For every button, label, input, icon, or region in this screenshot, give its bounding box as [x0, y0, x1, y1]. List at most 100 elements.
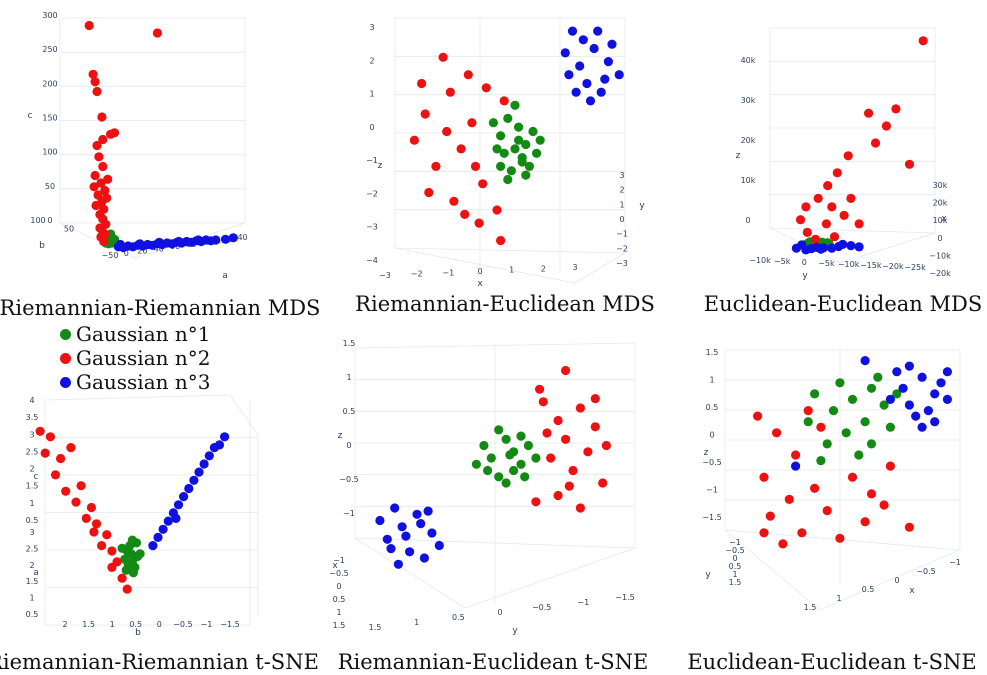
data-point [603, 57, 613, 67]
data-point [117, 573, 127, 583]
data-point [802, 227, 812, 237]
legend-item-gaussian-2[interactable]: Gaussian n°2 [60, 346, 210, 370]
data-point [759, 528, 769, 538]
data-point [575, 61, 585, 71]
data-point [822, 506, 832, 516]
caption-ee-tsne: Euclidean-Euclidean t-SNE [687, 650, 977, 674]
data-point [810, 389, 820, 399]
data-point [930, 417, 940, 427]
tick-label-y: −25k [904, 263, 926, 272]
data-point [797, 528, 807, 538]
tick-label-z: 3.5 [26, 413, 39, 422]
tick-label-z: −2 [366, 189, 378, 198]
series-g2 [409, 52, 509, 246]
data-point [420, 109, 430, 119]
data-point [412, 509, 422, 519]
tick-label-z: 0 [47, 216, 52, 225]
tick-label-z: −1 [706, 486, 718, 495]
tick-label-y: 100 [30, 216, 45, 225]
data-point [152, 28, 162, 38]
tick-label-x: −1 [333, 556, 345, 565]
data-point [84, 20, 94, 31]
data-point [795, 215, 806, 225]
tick-label-y: 50 [64, 225, 74, 234]
data-point [514, 135, 524, 145]
axes-grid [59, 17, 246, 259]
data-point [911, 411, 921, 421]
axes-grid [769, 27, 936, 264]
caption-ee-mds: Euclidean-Euclidean MDS [703, 292, 983, 316]
data-point [503, 174, 513, 185]
data-point [56, 453, 66, 464]
tick-label-z: −1.5 [702, 513, 721, 522]
data-point [866, 383, 877, 393]
data-point [514, 122, 524, 132]
data-point [186, 237, 196, 247]
data-point [499, 96, 509, 106]
grid-line [839, 232, 936, 264]
panel-re-tsne: 1.5 1 0.5 0 −0.5 −1 1.5 1 0.5 0 −0.5 −1 −1.5 −1 −0.5 0 0… [329, 339, 636, 636]
data-point [100, 185, 110, 196]
grid-line [59, 222, 136, 259]
data-point [481, 83, 491, 93]
tick-label-y: −5k [774, 257, 791, 266]
data-point [589, 43, 599, 54]
data-point [204, 451, 214, 461]
tick-label-x: −1 [442, 268, 454, 277]
data-point [561, 434, 571, 444]
data-point [885, 394, 895, 404]
data-point [211, 235, 221, 245]
data-point [483, 465, 493, 476]
grid-line [769, 227, 936, 234]
data-point [816, 244, 826, 254]
data-point [102, 530, 112, 540]
tick-label-x: 30k [933, 181, 948, 190]
data-point [121, 565, 131, 575]
data-point [189, 475, 199, 485]
axis-label-x: x [941, 214, 947, 224]
data-point [835, 378, 845, 388]
data-point [88, 69, 98, 79]
tick-label-z: 300 [42, 11, 57, 20]
data-point [822, 439, 832, 449]
data-point [839, 210, 849, 220]
tick-label-z: 200 [42, 79, 57, 88]
tick-label-z: 10k [741, 176, 756, 185]
tick-label-x: 10k [933, 216, 948, 225]
data-point [220, 432, 230, 442]
data-point [917, 372, 927, 382]
tick-label-z: −0.5 [702, 458, 721, 467]
data-point [434, 540, 444, 551]
tick-label-z: −4 [366, 256, 378, 265]
data-point [590, 422, 600, 432]
data-point [179, 492, 189, 502]
tick-label-y: −10k [838, 260, 860, 269]
caption-rr-mds: Riemannian-Riemannian MDS [0, 296, 321, 320]
axis-label-x: a [222, 271, 228, 281]
tick-label-z: 1 [369, 90, 374, 99]
tick-label-y: −5k [818, 259, 835, 268]
data-point [174, 236, 184, 247]
legend-item-gaussian-3[interactable]: Gaussian n°3 [60, 370, 210, 394]
grid-line [354, 537, 466, 609]
data-point [97, 112, 107, 122]
data-point [801, 202, 811, 212]
data-point [847, 472, 858, 482]
data-point [885, 461, 895, 471]
tick-label-z: 30k [741, 96, 756, 105]
data-point [810, 234, 821, 244]
data-point [90, 77, 100, 87]
grid-line [394, 247, 626, 254]
tick-label-z: 250 [42, 45, 57, 54]
tick-label-x: 1.5 [82, 620, 95, 629]
data-point [390, 503, 400, 513]
legend-marker-red [60, 352, 71, 364]
tick-label-y: 0 [802, 258, 807, 267]
data-point [864, 108, 874, 118]
data-point [892, 367, 902, 377]
tick-label-y: 1.5 [729, 578, 742, 587]
data-point [918, 36, 928, 46]
legend-item-gaussian-1[interactable]: Gaussian n°1 [60, 322, 210, 346]
data-point [516, 431, 526, 441]
